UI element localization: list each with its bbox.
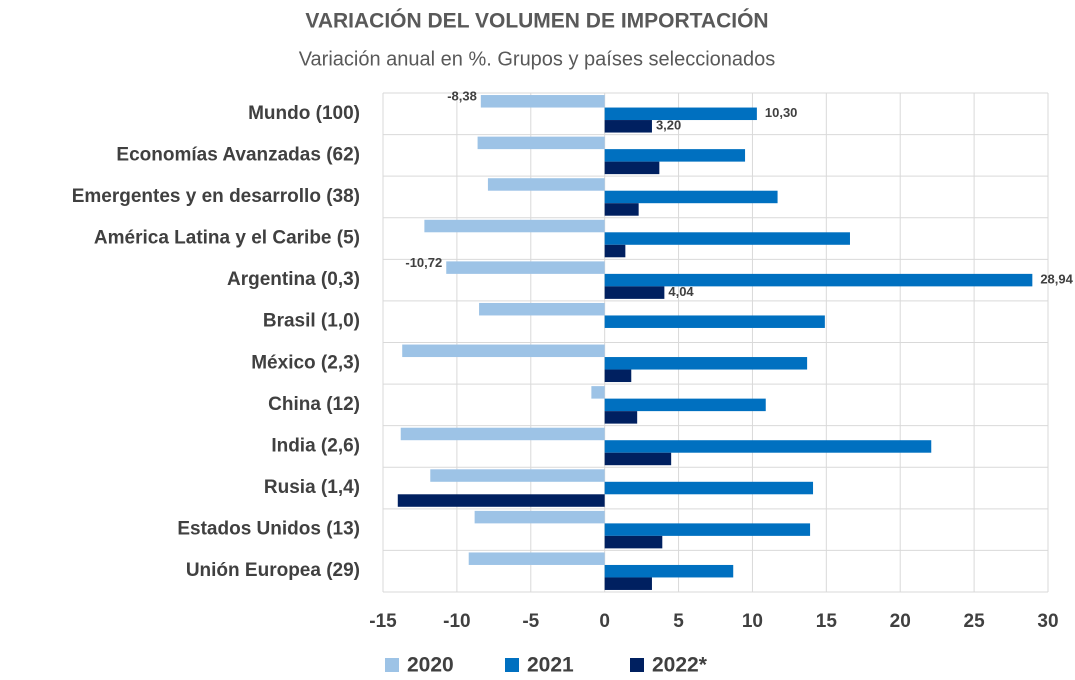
- bar: [400, 427, 605, 441]
- bar: [604, 120, 652, 133]
- x-tick-label: 30: [1037, 611, 1058, 632]
- bar: [604, 190, 778, 204]
- x-tick-label: -10: [443, 611, 470, 632]
- bar: [446, 261, 605, 274]
- bar: [604, 535, 663, 549]
- x-tick-label: -5: [522, 611, 539, 632]
- bar: [591, 386, 605, 399]
- data-label: -8,38: [447, 89, 477, 104]
- bar: [604, 107, 757, 121]
- bar: [604, 452, 672, 466]
- bar: [604, 564, 734, 578]
- bar: [604, 286, 665, 299]
- bar: [468, 552, 605, 565]
- bar: [604, 244, 626, 258]
- x-tick-label: 5: [673, 611, 684, 632]
- legend-label: 2022*: [652, 654, 708, 677]
- data-label: -10,72: [405, 255, 442, 270]
- bar: [604, 232, 850, 245]
- category-label: China (12): [268, 394, 360, 415]
- data-label: 28,94: [1040, 272, 1073, 287]
- bar: [604, 315, 825, 328]
- chart-subtitle: Variación anual en %. Grupos y países se…: [299, 48, 776, 70]
- x-tick-label: 15: [816, 611, 838, 632]
- data-label: 4,04: [668, 284, 694, 299]
- category-label: Estados Unidos (13): [177, 519, 360, 540]
- category-label: Rusia (1,4): [264, 477, 360, 498]
- category-label: México (2,3): [251, 352, 360, 373]
- category-label: Economías Avanzadas (62): [116, 144, 360, 165]
- bar: [479, 302, 605, 316]
- bar: [604, 411, 638, 424]
- category-label: Unión Europea (29): [186, 560, 360, 581]
- x-tick-label: 20: [890, 611, 911, 632]
- chart-title: VARIACIÓN DEL VOLUMEN DE IMPORTACIÓN: [305, 9, 768, 33]
- category-label: América Latina y el Caribe (5): [94, 228, 360, 249]
- category-label: Emergentes y en desarrollo (38): [72, 186, 360, 207]
- bar: [604, 481, 814, 495]
- bar: [604, 398, 766, 412]
- x-tick-label: -15: [369, 611, 397, 632]
- bar: [604, 577, 652, 590]
- bar: [402, 344, 605, 358]
- x-tick-label: 25: [964, 611, 986, 632]
- bar: [474, 510, 605, 524]
- category-label: Brasil (1,0): [263, 311, 360, 332]
- bar: [397, 494, 605, 507]
- bar: [480, 95, 605, 108]
- data-label: 3,20: [656, 118, 681, 133]
- bar: [604, 149, 746, 162]
- legend-label: 2021: [527, 654, 574, 677]
- legend-swatch: [385, 658, 399, 672]
- bar: [604, 440, 932, 453]
- legend-swatch: [630, 658, 644, 672]
- bar: [430, 469, 605, 482]
- bar: [604, 161, 660, 175]
- category-label: Argentina (0,3): [227, 269, 360, 290]
- category-label: India (2,6): [271, 435, 360, 456]
- bar: [424, 219, 605, 233]
- x-tick-label: 10: [742, 611, 763, 632]
- bar: [487, 178, 605, 191]
- legend-swatch: [505, 658, 519, 672]
- bar: [604, 357, 808, 370]
- bar: [604, 369, 632, 383]
- legend-label: 2020: [407, 654, 454, 677]
- bar: [604, 203, 639, 216]
- x-tick-label: 0: [599, 611, 610, 632]
- bar: [477, 136, 605, 150]
- data-label: 10,30: [765, 105, 798, 120]
- category-label: Mundo (100): [248, 103, 360, 124]
- bar: [604, 273, 1033, 287]
- bar: [604, 523, 811, 536]
